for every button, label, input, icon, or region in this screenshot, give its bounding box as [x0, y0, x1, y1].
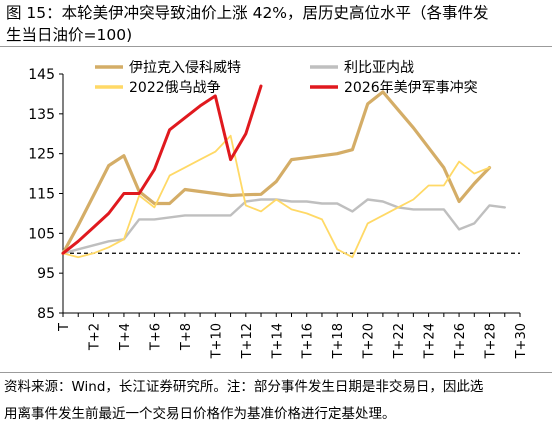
x-tick-label: T+20: [362, 323, 377, 359]
x-tick-label: T+2: [87, 323, 102, 351]
source-note: 资料来源：Wind，长江证券研究所。注：部分事件发生日期是非交易日，因此选 用离…: [4, 374, 552, 428]
series-line-4: [61, 84, 263, 255]
x-tick-label: T+8: [179, 323, 194, 351]
x-tick-label: T+22: [392, 323, 407, 359]
series-line-2: [61, 198, 506, 255]
series-line-3: [62, 134, 491, 259]
y-tick-label: 125: [28, 147, 55, 163]
figure-title: 图 15：本轮美伊冲突导致油价上涨 42%，居历史高位水平（各事件发 生当日油价…: [6, 2, 546, 46]
x-tick-label: T+12: [240, 323, 255, 359]
x-tick-label: T+28: [484, 323, 499, 359]
x-tick-label: T+14: [270, 323, 285, 359]
legend-label-1: 伊拉克入侵科威特: [129, 59, 241, 76]
y-tick-label: 105: [28, 226, 55, 242]
y-tick-label: 85: [37, 306, 55, 322]
y-tick-label: 95: [37, 266, 55, 282]
figure-title-line-1: 图 15：本轮美伊冲突导致油价上涨 42%，居历史高位水平（各事件发: [6, 4, 489, 22]
x-tick-label: T+30: [514, 323, 529, 359]
y-tick-label: 115: [28, 187, 55, 203]
source-note-line-1: 资料来源：Wind，长江证券研究所。注：部分事件发生日期是非交易日，因此选: [4, 379, 484, 395]
figure-title-line-2: 生当日油价=100): [6, 26, 133, 44]
legend-label-3: 2022俄乌战争: [129, 80, 221, 96]
line-chart: 85 95 105 115 125 135 145 T T+2 T+4 T+6 T+8 T+10 T+12…: [28, 59, 529, 359]
x-tick-label: T+6: [148, 323, 163, 351]
y-tick-label: 135: [28, 107, 55, 123]
x-tick-label: T+26: [453, 323, 468, 359]
x-tick-label: T+4: [118, 323, 133, 351]
x-tick-label: T+18: [331, 323, 346, 359]
series-line-1: [61, 90, 492, 255]
x-tick-label: T+16: [301, 323, 316, 359]
x-tick-label: T+24: [423, 323, 438, 359]
legend-label-2: 利比亚内战: [344, 60, 414, 76]
legend-label-4: 2026年美伊军事冲突: [344, 80, 478, 96]
bottom-divider: [0, 372, 552, 373]
source-note-line-2: 用离事件发生前最近一个交易日价格作为基准价格进行定基处理。: [4, 406, 396, 422]
x-tick-label: T: [57, 323, 72, 332]
top-divider: [0, 46, 552, 47]
y-tick-label: 145: [28, 67, 55, 83]
x-tick-label: T+10: [209, 323, 224, 359]
